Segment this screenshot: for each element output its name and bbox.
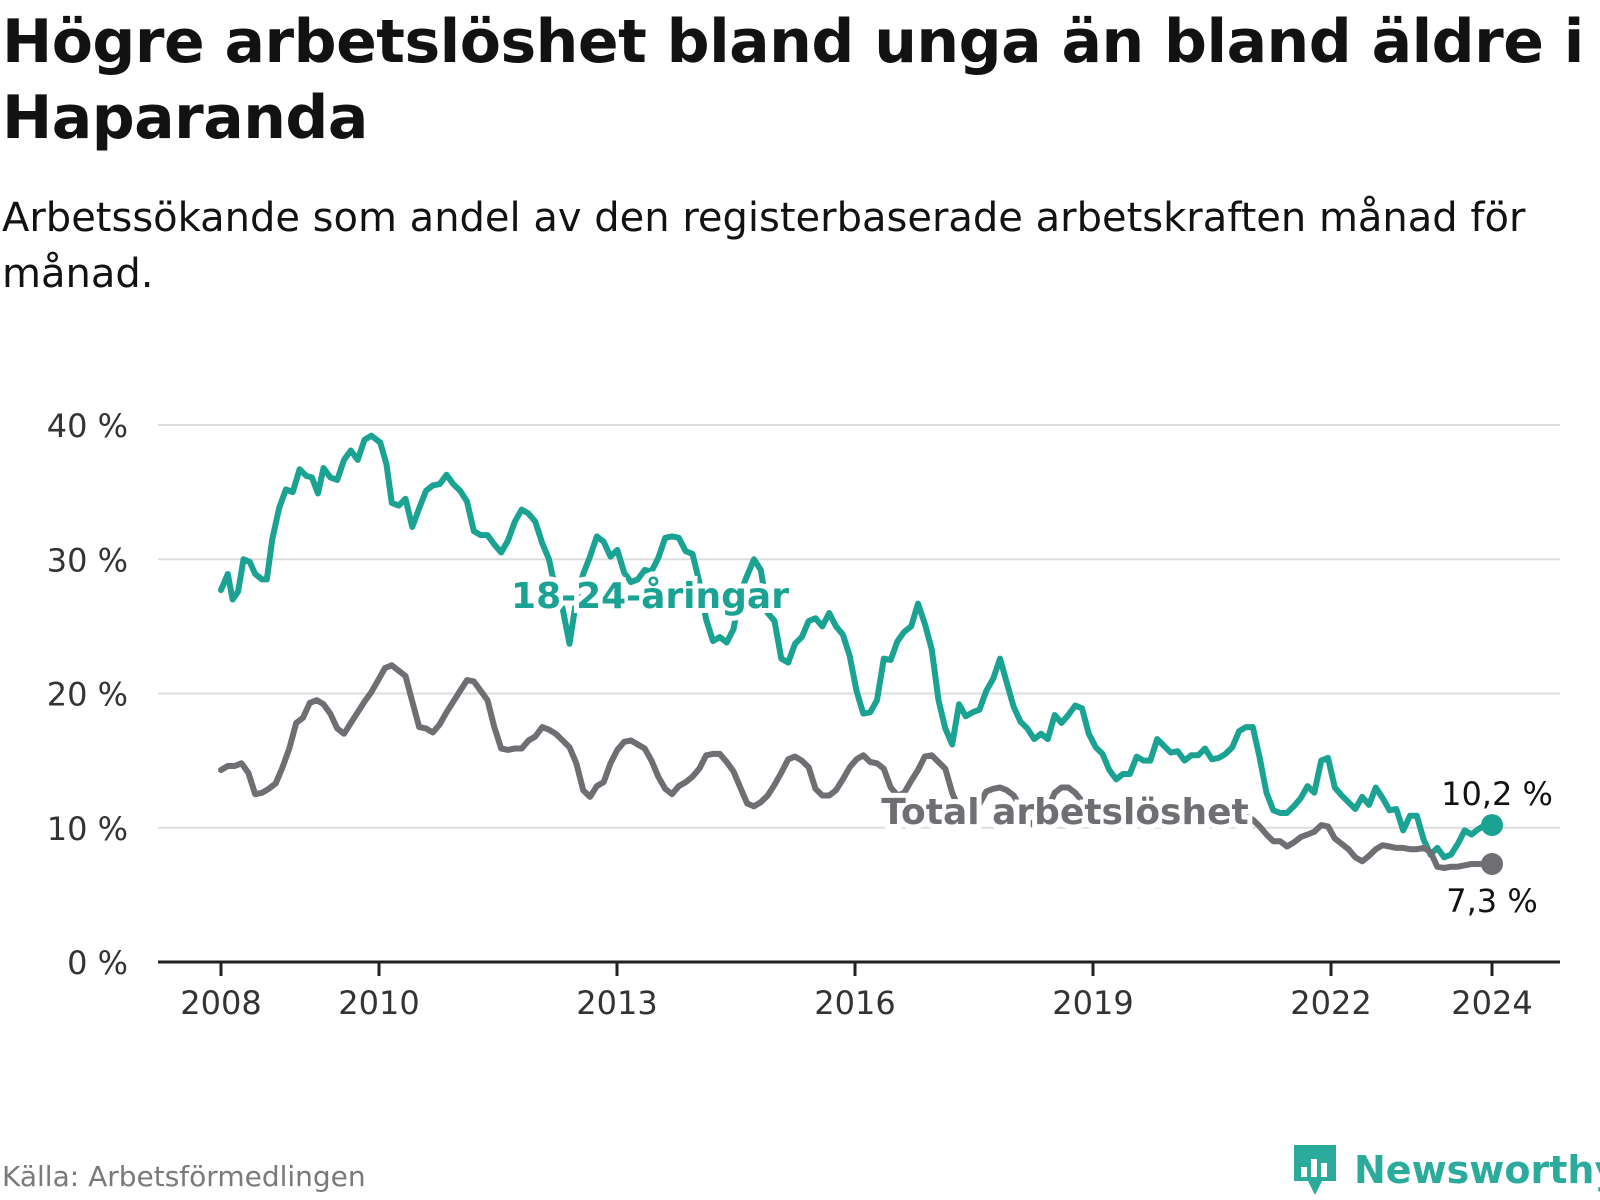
y-tick-label: 0 % (67, 944, 128, 982)
x-tick-label: 2010 (338, 984, 419, 1022)
newsworthy-logo-icon (1294, 1145, 1336, 1195)
series-line-total (218, 662, 1495, 871)
y-tick-label: 30 % (47, 541, 128, 579)
end-label-total: 7,3 % (1446, 882, 1537, 920)
y-tick-label: 10 % (47, 810, 128, 848)
x-tick-label: 2008 (180, 984, 261, 1022)
y-tick-label: 40 % (47, 407, 128, 445)
series-line-youth (218, 432, 1495, 861)
x-tick-label: 2022 (1290, 984, 1371, 1022)
brand-name: Newsworthy (1354, 1148, 1600, 1192)
x-tick-label: 2016 (814, 984, 895, 1022)
end-marker-youth (1481, 814, 1503, 837)
series-label-youth: 18-24-åringar (511, 576, 789, 617)
end-marker-total (1481, 852, 1503, 875)
x-tick-label: 2013 (576, 984, 657, 1022)
series-label-total: Total arbetslöshet (881, 792, 1249, 833)
brand-logo: Newsworthy (1290, 1140, 1600, 1200)
chart-subtitle: Arbetssökande som andel av den registerb… (2, 195, 1526, 297)
x-tick-label: 2024 (1451, 984, 1532, 1022)
y-tick-label: 20 % (47, 676, 128, 714)
x-tick-label: 2019 (1052, 984, 1133, 1022)
source-note: Källa: Arbetsförmedlingen (2, 1160, 366, 1193)
chart-title: Högre arbetslöshet bland unga än bland ä… (2, 7, 1584, 153)
end-label-youth: 10,2 % (1441, 775, 1553, 813)
